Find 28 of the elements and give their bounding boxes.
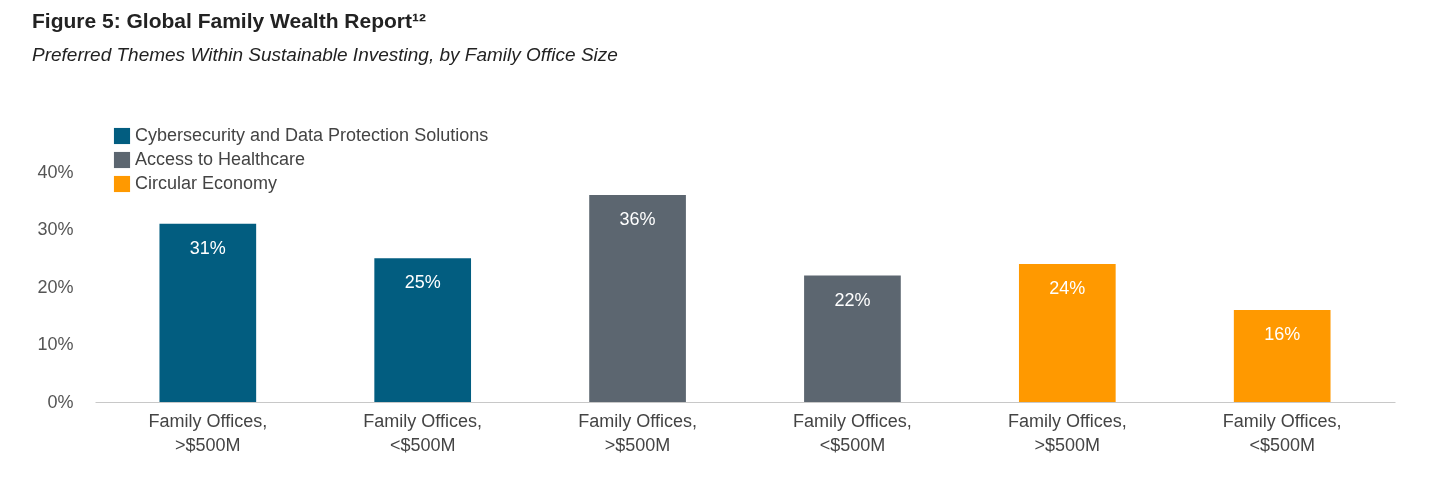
legend-label: Access to Healthcare <box>135 149 306 169</box>
y-tick-label: 40% <box>37 161 74 182</box>
x-tick-label: Family Offices, >$500M <box>578 410 697 455</box>
bar <box>374 258 472 402</box>
legend-label: Cybersecurity and Data Protection Solutions <box>135 125 489 145</box>
data-label: 22% <box>834 289 871 310</box>
bar <box>804 275 901 402</box>
x-tick-label: Family Offices, <$500M <box>363 410 483 455</box>
y-tick-label: 20% <box>37 276 74 297</box>
y-tick-label: 30% <box>37 219 74 239</box>
data-label: 24% <box>1049 278 1086 298</box>
x-tick-label: Family Offices, >$500M <box>1007 410 1127 455</box>
y-tick-label: 10% <box>37 334 74 354</box>
x-tick-label: Family Offices, >$500M <box>148 410 268 455</box>
bar <box>589 195 686 402</box>
data-label: 25% <box>404 272 441 293</box>
data-label: 16% <box>1264 324 1301 344</box>
chart-title: Figure 5: Global Family Wealth Report¹² <box>32 9 426 32</box>
data-label: 36% <box>619 209 656 229</box>
y-tick-label: 0% <box>47 391 74 412</box>
legend-label: Circular Economy <box>135 173 278 193</box>
bar <box>1018 264 1116 402</box>
bar <box>1233 310 1331 402</box>
x-tick-label: Family Offices, <$500M <box>793 410 912 455</box>
bar <box>159 223 257 402</box>
data-label: 31% <box>189 237 226 258</box>
x-tick-label: Family Offices, <$500M <box>1222 410 1342 455</box>
chart-subtitle: Preferred Themes Within Sustainable Investing, by Family Office Size <box>32 44 618 65</box>
